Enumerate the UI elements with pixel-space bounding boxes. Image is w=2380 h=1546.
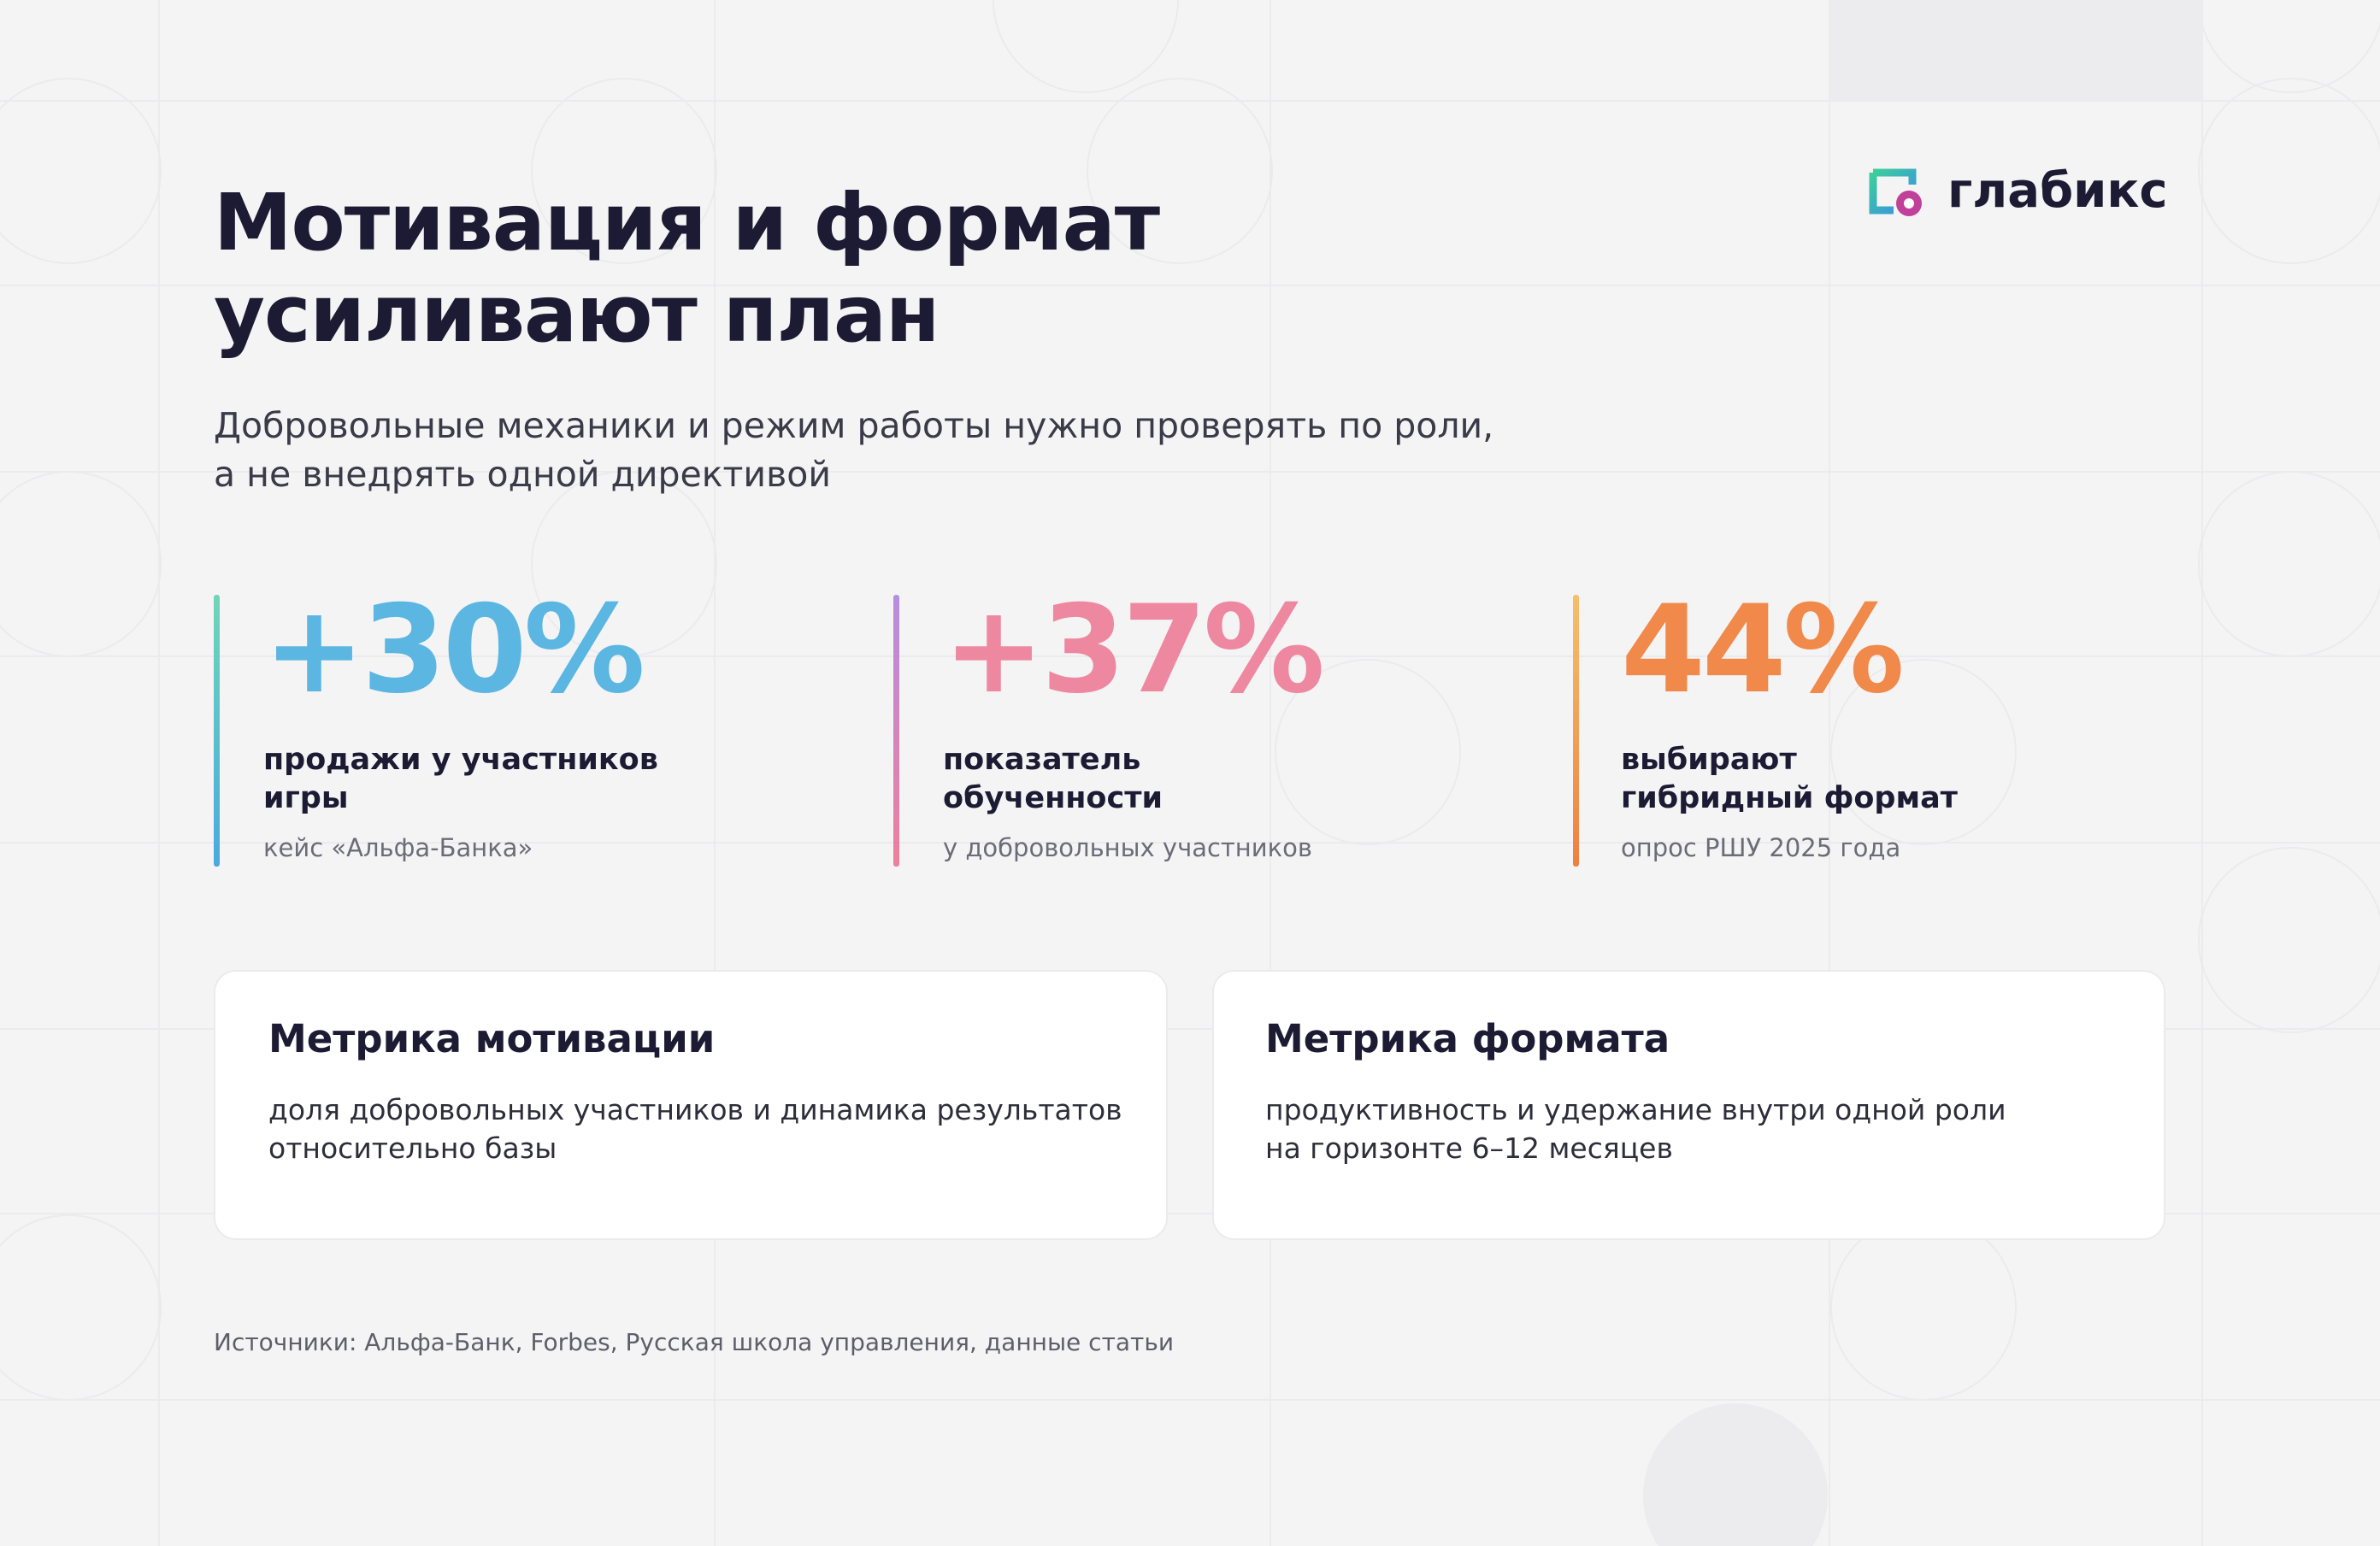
title-line: усиливают план	[214, 268, 940, 360]
accent-bar	[893, 595, 899, 867]
stat-label: гибридный формат	[1621, 781, 1958, 815]
card-text: относительно базы	[268, 1132, 557, 1165]
stat-note: у добровольных участников	[943, 833, 1312, 862]
stat-label: показатель	[943, 743, 1141, 777]
subtitle-line: Добровольные механики и режим работы нуж…	[214, 405, 1494, 446]
stat-label: обученности	[943, 781, 1163, 815]
stat-label: продажи у участников	[263, 743, 658, 777]
stat-value: +30%	[263, 579, 645, 720]
card: Метрика формата продуктивность и удержан…	[1212, 970, 2165, 1240]
logo-icon	[1869, 168, 1922, 216]
brand-name: глабикс	[1947, 163, 2168, 219]
card-title: Метрика формата	[1265, 1016, 1670, 1061]
card-text: доля добровольных участников и динамика …	[268, 1093, 1122, 1126]
stat-label: выбирают	[1621, 743, 1797, 777]
card-text: на горизонте 6–12 месяцев	[1265, 1132, 1673, 1165]
stat-value: +37%	[943, 579, 1325, 720]
accent-bar	[214, 595, 220, 867]
stat-value: 44%	[1621, 579, 1905, 720]
accent-bar	[1573, 595, 1579, 867]
stat-label: игры	[263, 781, 349, 815]
card-title: Метрика мотивации	[268, 1016, 716, 1061]
card-text: продуктивность и удержание внутри одной …	[1265, 1093, 2006, 1126]
card: Метрика мотивации доля добровольных учас…	[214, 970, 1168, 1240]
subtitle-line: а не внедрять одной директивой	[214, 454, 831, 495]
stat-note: кейс «Альфа-Банка»	[263, 833, 533, 862]
stat-note: опрос РШУ 2025 года	[1621, 833, 1901, 862]
footer-sources: Источники: Альфа-Банк, Forbes, Русская ш…	[214, 1328, 1175, 1356]
title-line: Мотивация и формат	[214, 177, 1160, 268]
